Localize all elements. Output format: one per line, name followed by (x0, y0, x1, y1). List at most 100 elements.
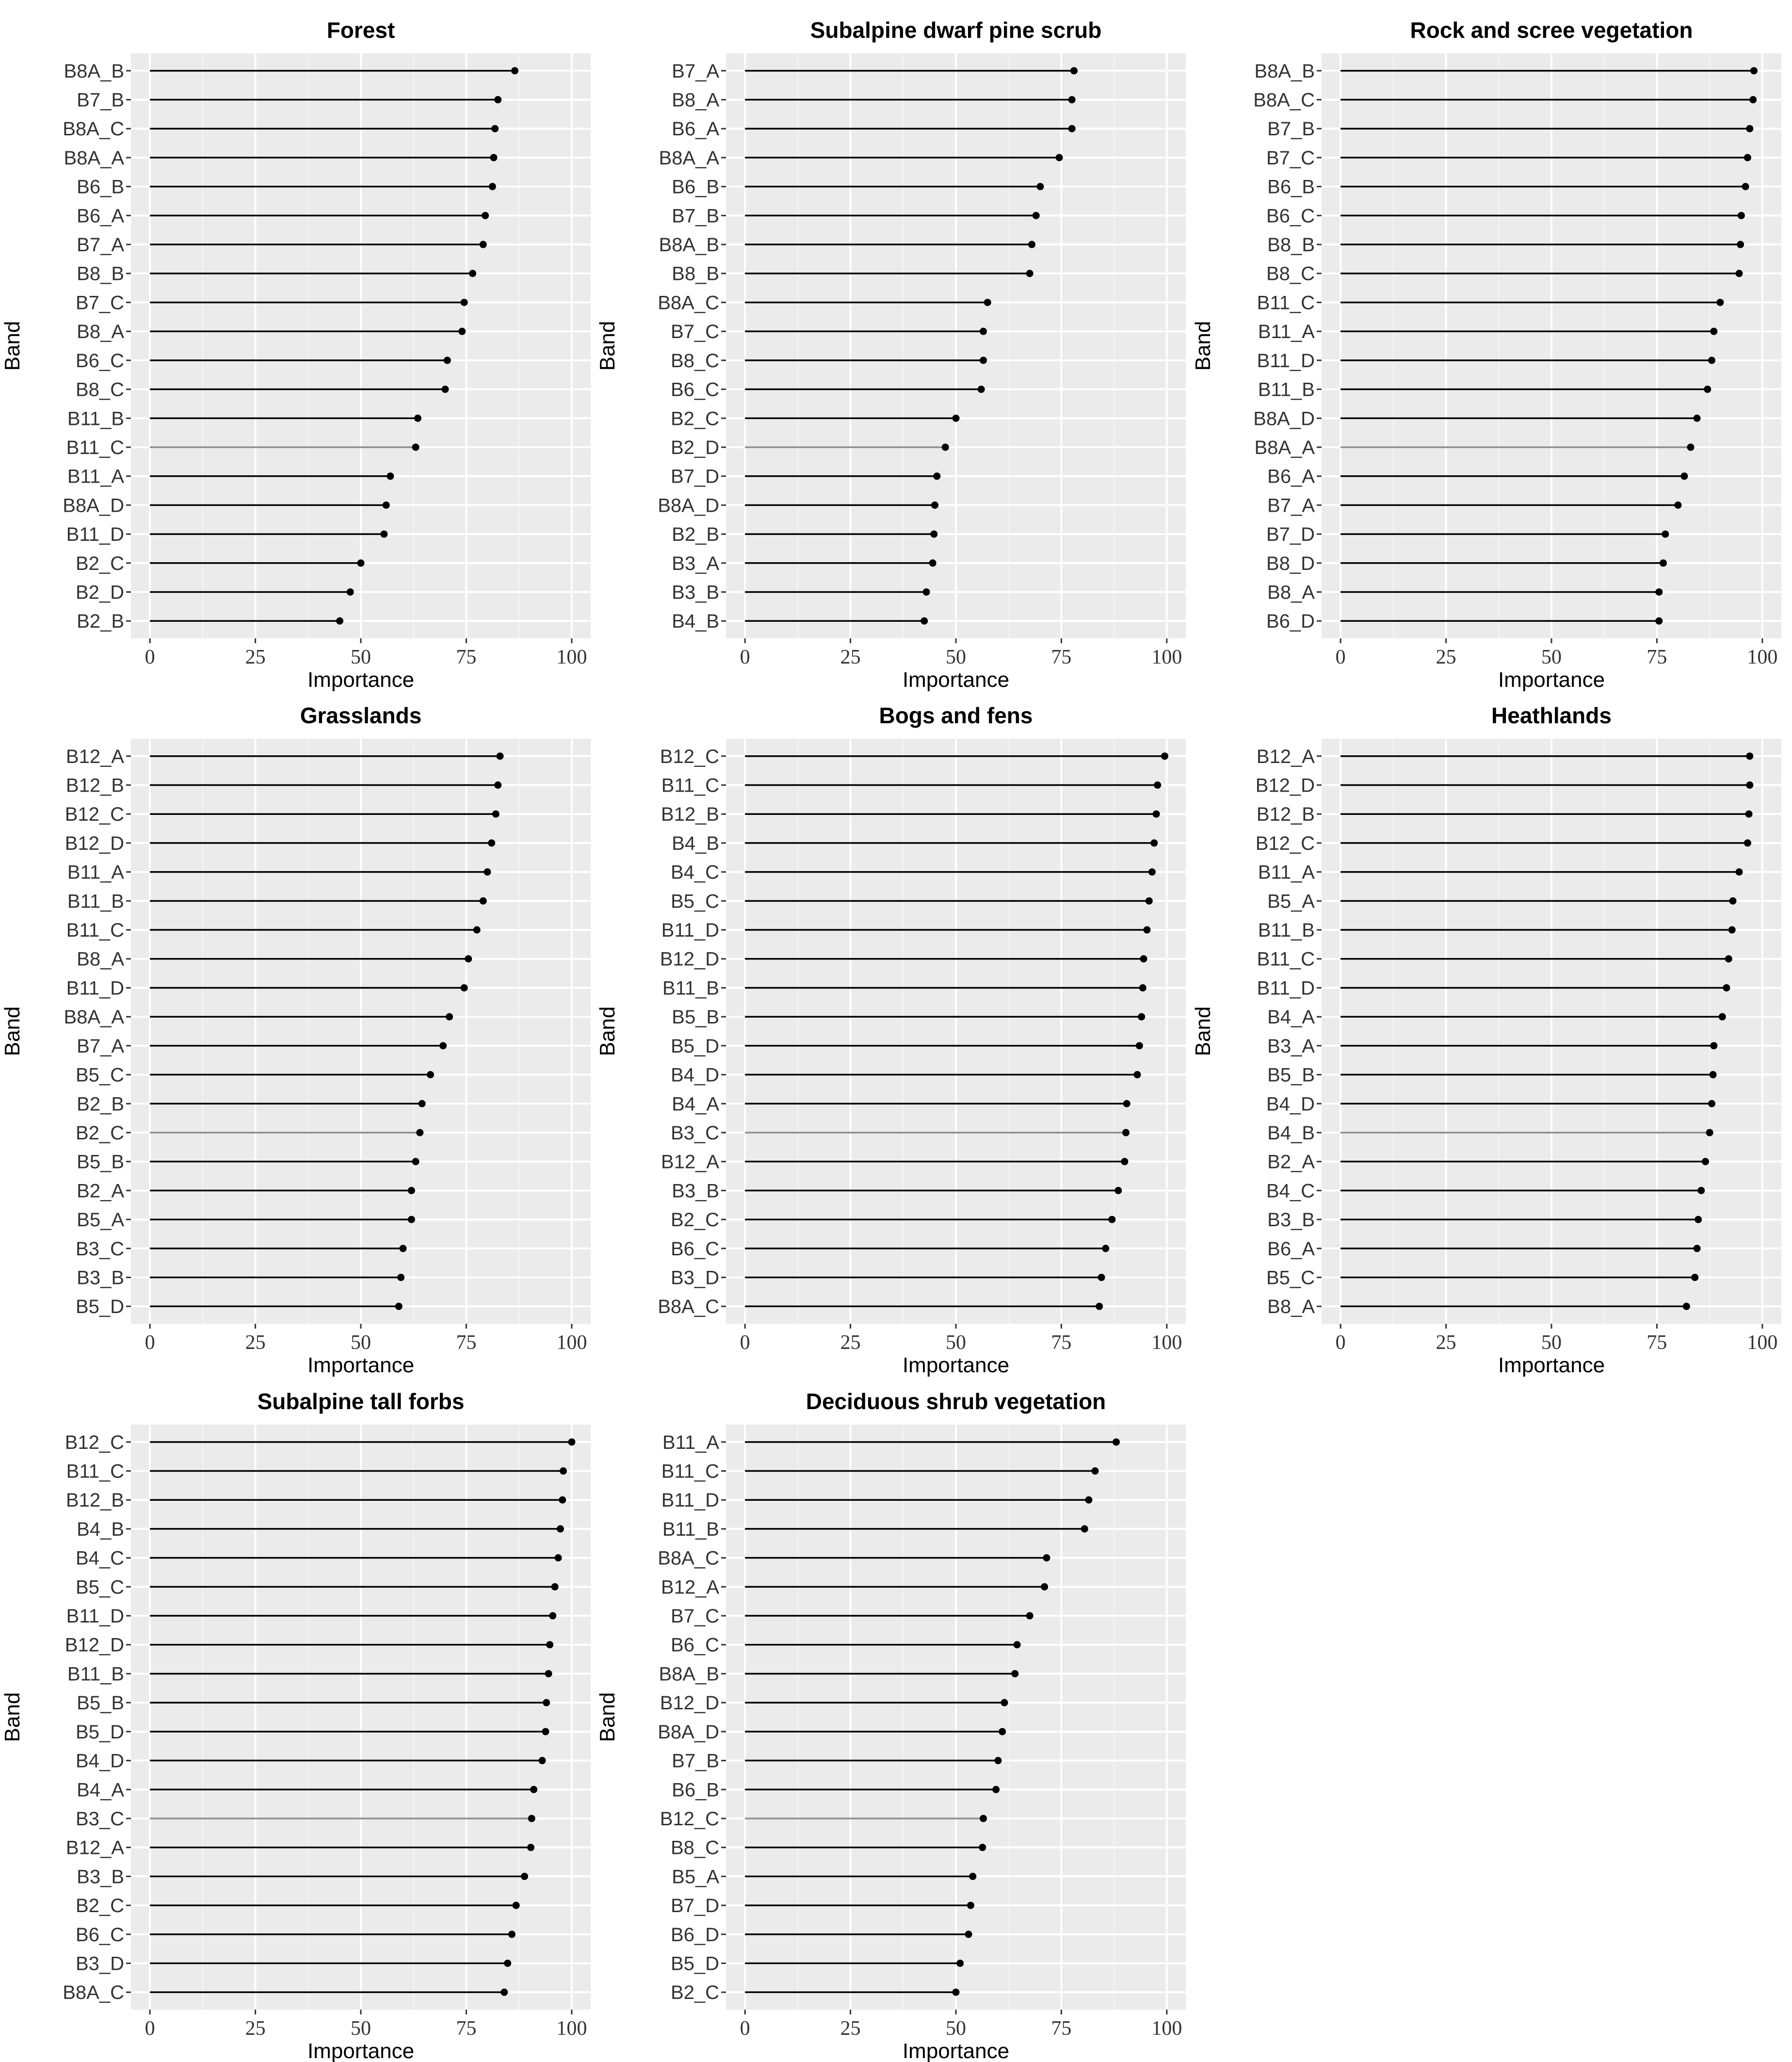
y-tick-label: B11_C (662, 775, 719, 796)
lollipop-point (1746, 125, 1754, 132)
y-tick-label: B7_A (1267, 495, 1315, 516)
panel-title: Rock and scree vegetation (1410, 17, 1693, 43)
lollipop-point (1723, 984, 1730, 991)
lollipop-point (545, 1670, 552, 1677)
y-tick-label: B11_C (66, 1461, 124, 1482)
y-tick-label: B8A_C (658, 292, 719, 313)
lollipop-point (980, 1815, 987, 1822)
lollipop-point (397, 1273, 405, 1281)
x-tick-label: 50 (946, 2017, 966, 2040)
y-tick-label: B8A_D (1253, 408, 1315, 429)
lollipop-point (512, 1901, 520, 1909)
y-tick-label: B8A_A (1254, 437, 1315, 458)
x-tick-label: 75 (1051, 646, 1071, 668)
y-tick-label: B2_B (77, 611, 124, 632)
lollipop-point (1085, 1496, 1093, 1504)
lollipop-point (380, 530, 388, 538)
x-tick-label: 100 (556, 2017, 587, 2040)
lollipop-point (984, 298, 991, 306)
y-tick-label: B8A_C (63, 118, 124, 140)
y-tick-label: B8_C (76, 379, 124, 401)
lollipop-point (446, 1013, 453, 1021)
y-tick-label: B4_B (672, 611, 719, 632)
lollipop-point (1143, 926, 1151, 934)
y-tick-label: B4_B (77, 1519, 124, 1540)
lollipop-point (414, 414, 421, 422)
y-tick-label: B11_B (662, 977, 719, 999)
y-tick-label: B7_D (1266, 524, 1315, 545)
y-tick-label: B11_D (662, 920, 719, 941)
y-tick-label: B4_B (1267, 1122, 1315, 1144)
x-tick-label: 25 (840, 2017, 861, 2040)
lollipop-point (458, 327, 466, 335)
panel-title: Deciduous shrub vegetation (806, 1389, 1106, 1414)
lollipop-point (546, 1641, 554, 1649)
y-tick-label: B8A_B (659, 234, 719, 256)
panel-subalpine-dwarf-pine-scrub: Subalpine dwarf pine scrub B7_A B8_A B6_A B8… (596, 17, 1186, 692)
y-tick-label: B6_C (1266, 205, 1315, 227)
lollipop-point (1735, 868, 1743, 876)
x-tick-label: 75 (1647, 1331, 1667, 1354)
lollipop-point (1133, 1071, 1141, 1079)
lollipop-point (559, 1467, 567, 1475)
y-tick-label: B5_B (77, 1152, 124, 1173)
x-tick-label: 25 (1436, 1331, 1456, 1354)
x-tick-label: 0 (740, 1331, 750, 1354)
y-tick-label: B11_D (1257, 350, 1315, 372)
lollipop-point (1081, 1525, 1088, 1533)
y-tick-label: B11_B (662, 1519, 719, 1540)
y-tick-label: B2_B (672, 524, 719, 545)
lollipop-point (1122, 1129, 1130, 1137)
y-tick-label: B6_B (1267, 177, 1315, 198)
y-tick-label: B12_C (660, 746, 719, 767)
lollipop-point (1735, 270, 1743, 277)
y-tick-label: B8_A (77, 949, 124, 970)
y-tick-label: B7_B (672, 1751, 719, 1772)
lollipop-point (441, 386, 449, 393)
lollipop-point (488, 183, 496, 191)
lollipop-point (929, 559, 936, 567)
lollipop-point (1098, 1273, 1105, 1281)
lollipop-point (511, 67, 518, 75)
y-tick-label: B12_D (660, 949, 719, 970)
y-tick-label: B6_C (76, 1924, 124, 1946)
y-tick-label: B11_D (66, 524, 124, 545)
lollipop-point (416, 1129, 424, 1137)
lollipop-point (479, 897, 487, 905)
y-tick-label: B2_B (77, 1093, 124, 1115)
y-tick-label: B12_C (660, 1808, 719, 1830)
y-tick-label: B12_C (65, 1432, 124, 1453)
y-tick-label: B12_B (66, 775, 124, 796)
lollipop-point (1742, 183, 1749, 191)
lollipop-point (490, 154, 498, 162)
x-tick-label: 75 (456, 2017, 476, 2040)
y-tick-label: B5_A (672, 1866, 719, 1887)
lollipop-point (530, 1786, 538, 1793)
y-tick-label: B8A_C (63, 1982, 124, 2003)
y-tick-label: B7_A (672, 61, 719, 82)
lollipop-point (1708, 357, 1715, 364)
y-tick-label: B11_B (67, 408, 124, 429)
y-tick-label: B2_C (671, 408, 719, 429)
y-tick-label: B11_A (1258, 862, 1315, 883)
y-axis-title: Band (596, 1692, 619, 1742)
y-tick-label: B2_C (671, 1982, 719, 2003)
lollipop-point (1096, 1302, 1103, 1310)
lollipop-point (1068, 96, 1076, 104)
panel-subalpine-tall-forbs: Subalpine tall forbs B12_C B11_C B12_B B4_B B… (0, 1389, 591, 2062)
lollipop-point (508, 1931, 516, 1938)
x-axis-title: Importance (903, 2039, 1009, 2062)
y-tick-label: B4_C (76, 1548, 124, 1569)
lollipop-point (418, 1100, 426, 1107)
lollipop-point (399, 1245, 407, 1252)
lollipop-point (1026, 270, 1033, 277)
y-tick-label: B7_C (671, 321, 719, 342)
panel-deciduous-shrub-vegetation: Deciduous shrub vegetation B11_A B11_C B11_… (596, 1389, 1186, 2062)
y-tick-label: B11_A (662, 1432, 719, 1453)
lollipop-point (1123, 1100, 1130, 1107)
y-tick-label: B7_B (672, 205, 719, 227)
y-tick-label: B8_D (1266, 553, 1315, 574)
lollipop-point (382, 501, 390, 509)
y-tick-label: B6_C (76, 350, 124, 372)
lollipop-point (1032, 211, 1040, 219)
